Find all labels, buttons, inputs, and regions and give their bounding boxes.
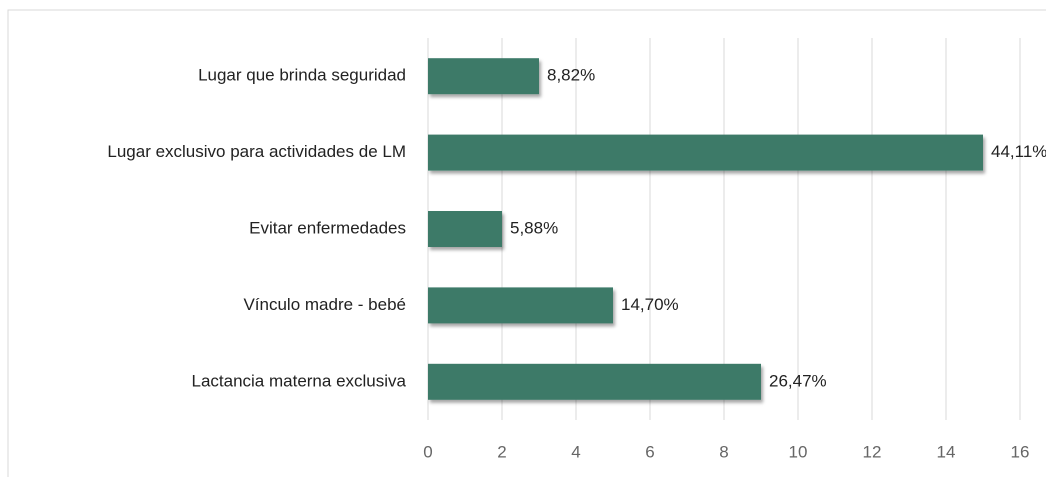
- x-tick-label: 0: [423, 442, 432, 461]
- bar: [428, 211, 502, 247]
- data-label: 26,47%: [769, 371, 827, 390]
- data-label: 44,11%: [991, 142, 1046, 161]
- y-tick-label: Lugar que brinda seguridad: [198, 66, 406, 85]
- x-tick-label: 10: [789, 442, 808, 461]
- bar: [428, 134, 983, 171]
- x-tick-label: 14: [937, 442, 956, 461]
- y-tick-label: Lugar exclusivo para actividades de LM: [107, 142, 406, 161]
- x-tick-label: 2: [497, 442, 506, 461]
- x-tick-label: 8: [719, 442, 728, 461]
- data-label: 14,70%: [621, 295, 679, 314]
- y-tick-label: Lactancia materna exclusiva: [191, 371, 406, 390]
- y-tick-label: Vínculo madre - bebé: [243, 295, 406, 314]
- x-tick-label: 16: [1011, 442, 1030, 461]
- x-tick-label: 4: [571, 442, 580, 461]
- x-tick-label: 12: [863, 442, 882, 461]
- y-tick-label: Evitar enfermedades: [249, 218, 406, 237]
- bar: [428, 287, 613, 324]
- bar: [428, 363, 761, 400]
- chart-frame: [7, 9, 1046, 477]
- data-label: 5,88%: [510, 218, 558, 237]
- bar: [428, 58, 539, 95]
- x-tick-label: 6: [645, 442, 654, 461]
- data-label: 8,82%: [547, 66, 595, 85]
